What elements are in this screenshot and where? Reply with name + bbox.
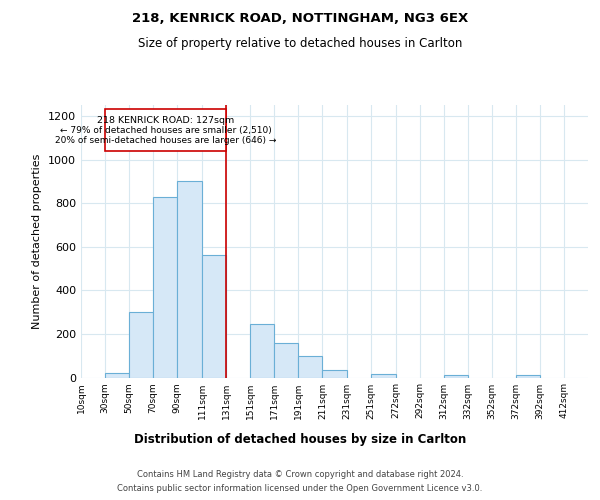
Text: Distribution of detached houses by size in Carlton: Distribution of detached houses by size …: [134, 432, 466, 446]
Bar: [322, 370, 347, 378]
Text: 218, KENRICK ROAD, NOTTINGHAM, NG3 6EX: 218, KENRICK ROAD, NOTTINGHAM, NG3 6EX: [132, 12, 468, 26]
Bar: [274, 342, 298, 378]
Text: 20% of semi-detached houses are larger (646) →: 20% of semi-detached houses are larger (…: [55, 136, 277, 145]
Text: Size of property relative to detached houses in Carlton: Size of property relative to detached ho…: [138, 38, 462, 51]
Text: 218 KENRICK ROAD: 127sqm: 218 KENRICK ROAD: 127sqm: [97, 116, 235, 124]
Bar: [371, 374, 396, 378]
Bar: [250, 324, 274, 378]
Bar: [105, 110, 226, 151]
Bar: [129, 312, 153, 378]
Text: ← 79% of detached houses are smaller (2,510): ← 79% of detached houses are smaller (2,…: [60, 126, 272, 135]
Bar: [105, 373, 129, 378]
Bar: [177, 182, 202, 378]
Text: Contains public sector information licensed under the Open Government Licence v3: Contains public sector information licen…: [118, 484, 482, 493]
Y-axis label: Number of detached properties: Number of detached properties: [32, 154, 43, 329]
Bar: [298, 356, 322, 378]
Bar: [153, 196, 177, 378]
Text: Contains HM Land Registry data © Crown copyright and database right 2024.: Contains HM Land Registry data © Crown c…: [137, 470, 463, 479]
Bar: [516, 376, 540, 378]
Bar: [444, 376, 468, 378]
Bar: [202, 256, 226, 378]
